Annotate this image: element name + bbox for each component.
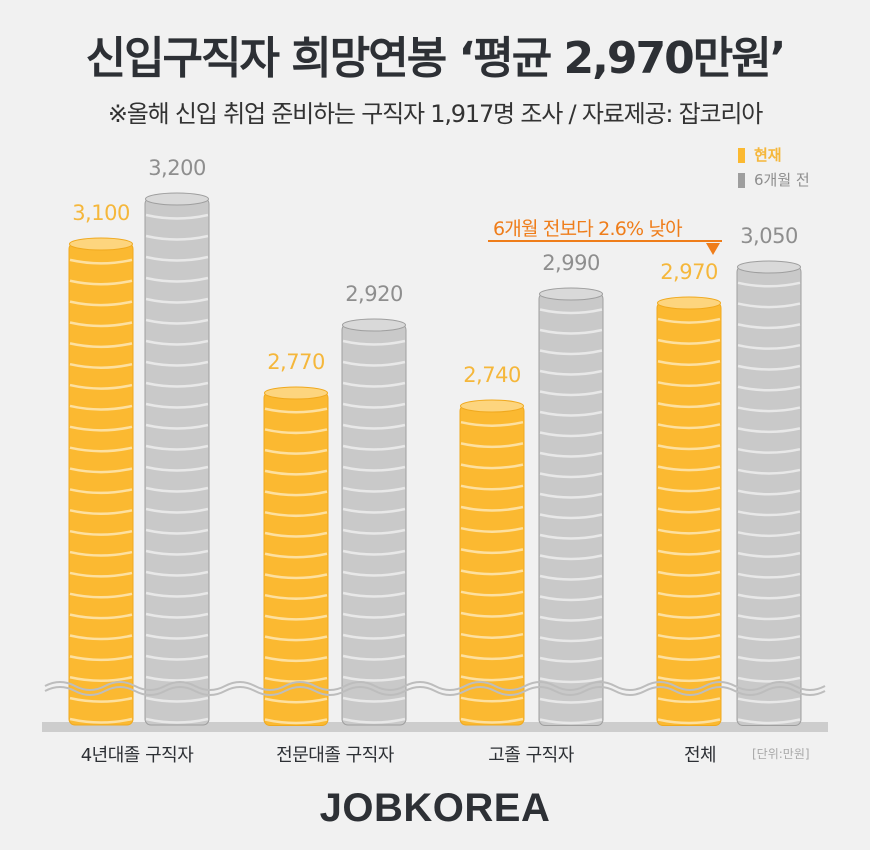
page-subtitle: ※올해 신입 취업 준비하는 구직자 1,917명 조사 / 자료제공: 잡코리…	[107, 100, 764, 128]
annotation-underline	[488, 240, 722, 242]
value-label-previous: 3,200	[148, 156, 206, 180]
coin-stack-previous	[144, 192, 210, 726]
legend-swatch-current-icon	[738, 148, 745, 163]
category-label: 4년대졸 구직자	[80, 745, 194, 766]
coin-stack-current	[263, 386, 329, 726]
category-label: 전문대졸 구직자	[276, 745, 394, 766]
category-label: 고졸 구직자	[488, 745, 574, 766]
jobkorea-logo: JOBKOREA	[319, 786, 551, 830]
value-label-previous: 2,920	[345, 282, 403, 306]
value-label-previous: 2,990	[542, 250, 600, 275]
value-label-previous: 3,050	[740, 223, 798, 248]
category-label: 전체	[683, 745, 717, 766]
coin-stack-previous	[538, 287, 604, 726]
value-label-current: 3,100	[72, 201, 130, 225]
annotation-text: 6개월 전보다 2.6% 낮아	[493, 218, 683, 240]
value-label-current: 2,740	[463, 363, 521, 387]
coin-stack-current	[459, 399, 525, 726]
coin-stack-previous	[341, 318, 407, 726]
coin-stack-current	[68, 237, 134, 726]
value-label-current: 2,770	[267, 349, 325, 374]
chart-legend: 현재 6개월 전	[738, 143, 810, 193]
legend-label-previous: 6개월 전	[754, 171, 810, 189]
legend-item-previous: 6개월 전	[738, 168, 810, 193]
legend-item-current: 현재	[738, 143, 810, 168]
axis-break-wave-icon	[44, 681, 826, 696]
page-title: 신입구직자 희망연봉 ‘평균 2,970만원’	[85, 33, 787, 84]
coin-stack-previous	[736, 260, 802, 726]
coin-stack-current	[656, 296, 722, 726]
value-label-current: 2,970	[660, 259, 718, 284]
legend-swatch-previous-icon	[738, 173, 745, 188]
chart-floor	[42, 722, 828, 732]
annotation-arrow-down-icon	[706, 243, 720, 255]
unit-label: [단위:만원]	[752, 747, 810, 761]
legend-label-current: 현재	[754, 146, 782, 164]
